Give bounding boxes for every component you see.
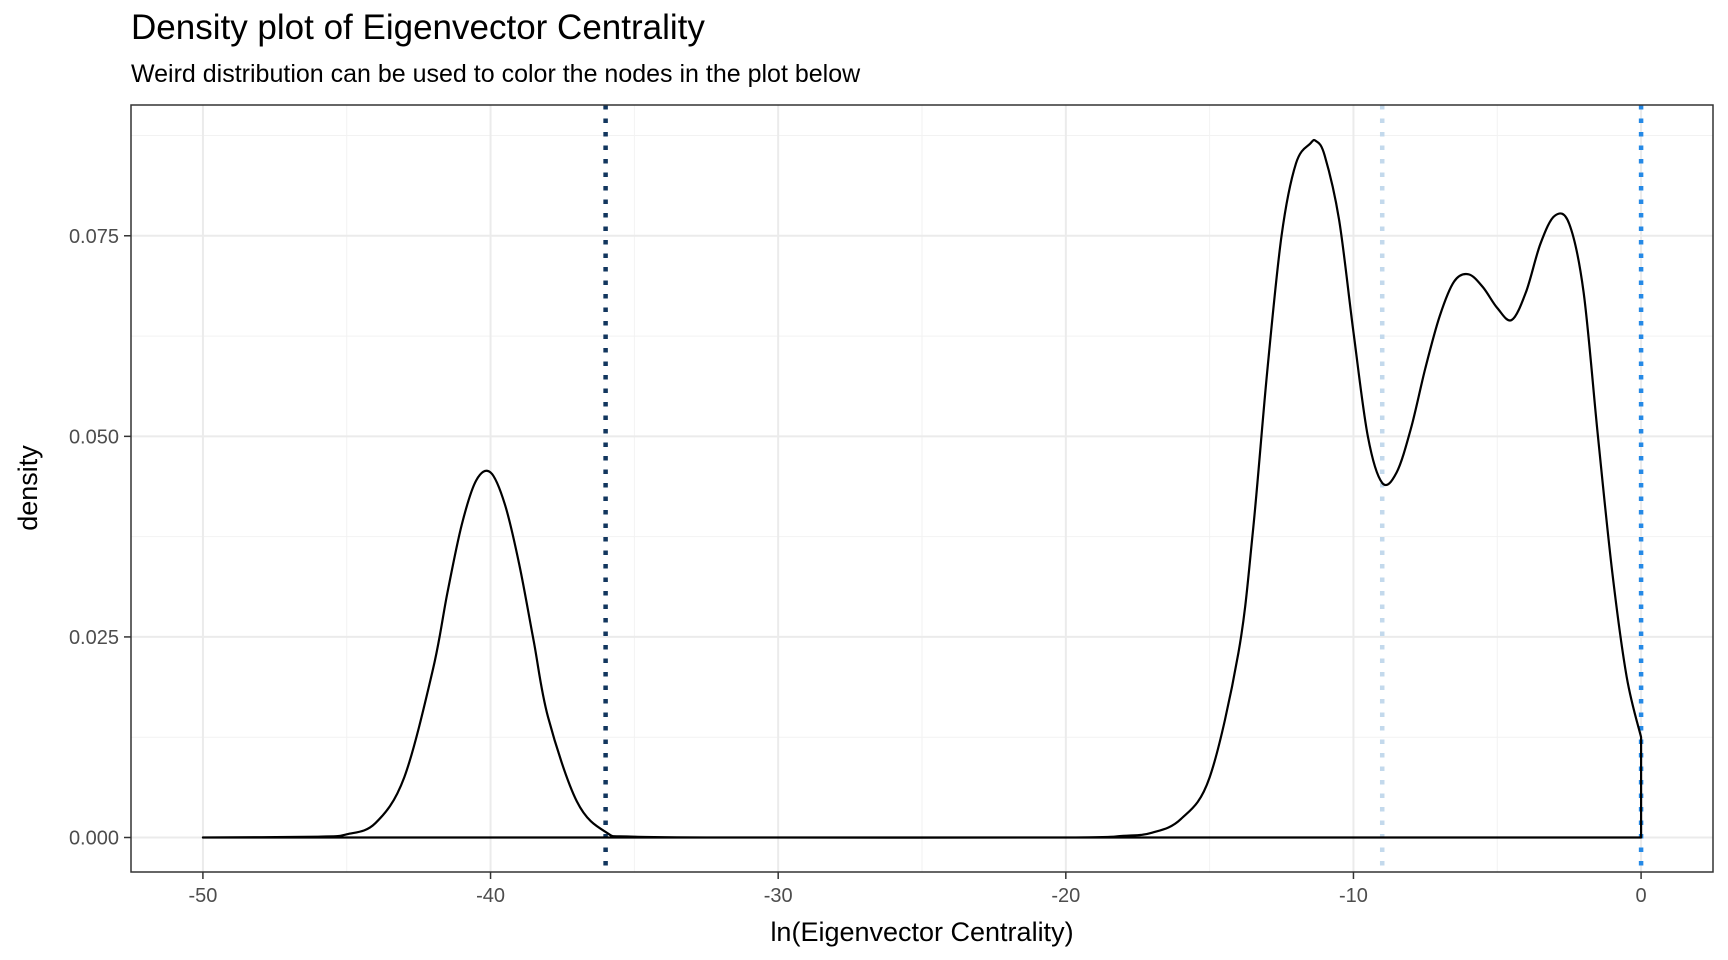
plot-panel-border <box>130 104 1714 873</box>
x-axis-title: ln(Eigenvector Centrality) <box>770 917 1073 947</box>
y-tick-label: 0.075 <box>69 226 119 248</box>
x-tick-label: -40 <box>476 885 505 907</box>
y-tick-label: 0.025 <box>69 627 119 649</box>
x-tick-label: -10 <box>1339 885 1368 907</box>
x-tick-label: -20 <box>1051 885 1080 907</box>
y-tick-label: 0.000 <box>69 828 119 850</box>
density-curve <box>201 138 1643 839</box>
chart-subtitle: Weird distribution can be used to color … <box>131 60 861 88</box>
y-axis-title: density <box>13 445 43 531</box>
y-tick-label: 0.050 <box>69 426 119 448</box>
x-tick-label: 0 <box>1636 885 1647 907</box>
x-tick-label: -50 <box>188 885 217 907</box>
x-tick-label: -30 <box>764 885 793 907</box>
chart-title: Density plot of Eigenvector Centrality <box>131 8 705 47</box>
